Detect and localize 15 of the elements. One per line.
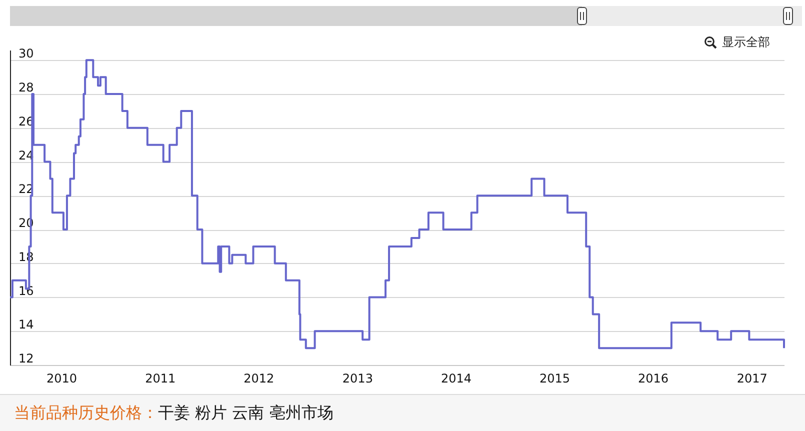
y-tick-label: 28 [18,80,34,95]
x-tick-label: 2010 [46,372,78,386]
text: 干姜 粉片 云南 亳州市场 [158,403,334,422]
x-tick-label: 2011 [145,372,176,386]
text: 显示全部 [722,34,770,50]
y-tick-label: 30 [18,46,34,61]
x-tick-label: 2016 [638,372,669,386]
y-tick-label: 12 [18,352,34,366]
text: 当前品种历史价格： [14,403,158,422]
y-tick-label: 14 [18,318,34,332]
x-tick-label: 2014 [440,372,472,386]
x-tick-label: 2013 [342,372,373,386]
x-tick-label: 2017 [736,372,768,386]
x-tick-label: 2015 [539,372,570,386]
x-tick-label: 2012 [244,372,274,386]
